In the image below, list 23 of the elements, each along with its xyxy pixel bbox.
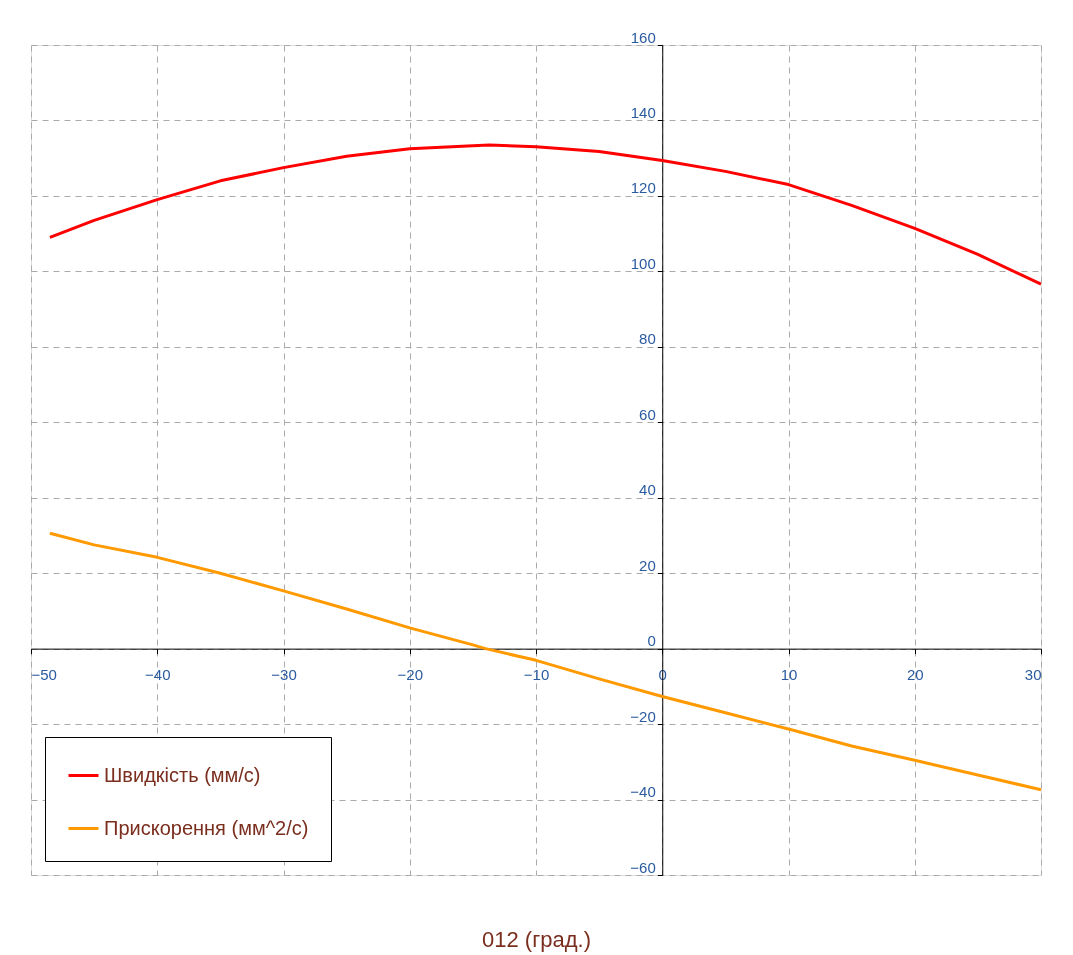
x-tick-label: −50 bbox=[31, 666, 57, 684]
y-tick-label: −40 bbox=[630, 783, 656, 801]
y-tick-label: 0 bbox=[647, 632, 656, 650]
y-tick-label: 40 bbox=[639, 481, 656, 499]
x-tick-label: −10 bbox=[523, 666, 550, 684]
x-tick-label: 20 bbox=[906, 666, 924, 684]
x-tick-label: 30 bbox=[1024, 666, 1042, 684]
y-tick-label: 140 bbox=[630, 103, 656, 121]
x-tick-label: 10 bbox=[780, 666, 798, 684]
y-tick-label: −60 bbox=[630, 858, 656, 876]
legend-label: Швидкість (мм/с) bbox=[104, 763, 261, 786]
y-tick-label: 100 bbox=[630, 254, 656, 272]
x-tick-label: −40 bbox=[145, 666, 171, 684]
y-tick-label: 80 bbox=[639, 330, 656, 348]
y-tick-label: 20 bbox=[639, 556, 656, 574]
y-tick-label: 60 bbox=[639, 405, 656, 423]
y-tick-label: 120 bbox=[630, 179, 656, 197]
x-axis-title: 012 (град.) bbox=[482, 926, 591, 952]
y-tick-label: 160 bbox=[630, 28, 656, 46]
y-tick-label: −20 bbox=[630, 707, 656, 725]
x-tick-label: −30 bbox=[271, 666, 297, 684]
legend-label: Прискорення (мм^2/с) bbox=[104, 816, 309, 839]
x-tick-label: −20 bbox=[397, 666, 423, 684]
